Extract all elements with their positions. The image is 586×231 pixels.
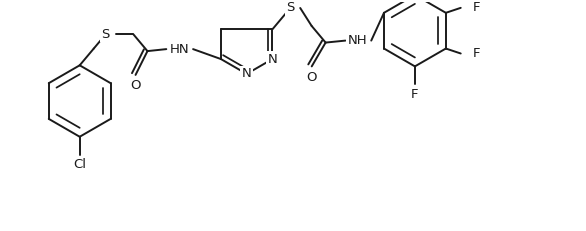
Text: F: F xyxy=(411,88,418,101)
Text: S: S xyxy=(286,1,295,15)
Text: N: N xyxy=(242,67,251,80)
Text: S: S xyxy=(101,28,110,41)
Text: F: F xyxy=(473,47,480,60)
Text: HN: HN xyxy=(169,43,189,56)
Text: Cl: Cl xyxy=(73,158,86,171)
Text: F: F xyxy=(473,1,480,14)
Text: O: O xyxy=(130,79,141,92)
Text: O: O xyxy=(306,71,317,84)
Text: NH: NH xyxy=(347,34,367,47)
Text: N: N xyxy=(268,52,277,66)
